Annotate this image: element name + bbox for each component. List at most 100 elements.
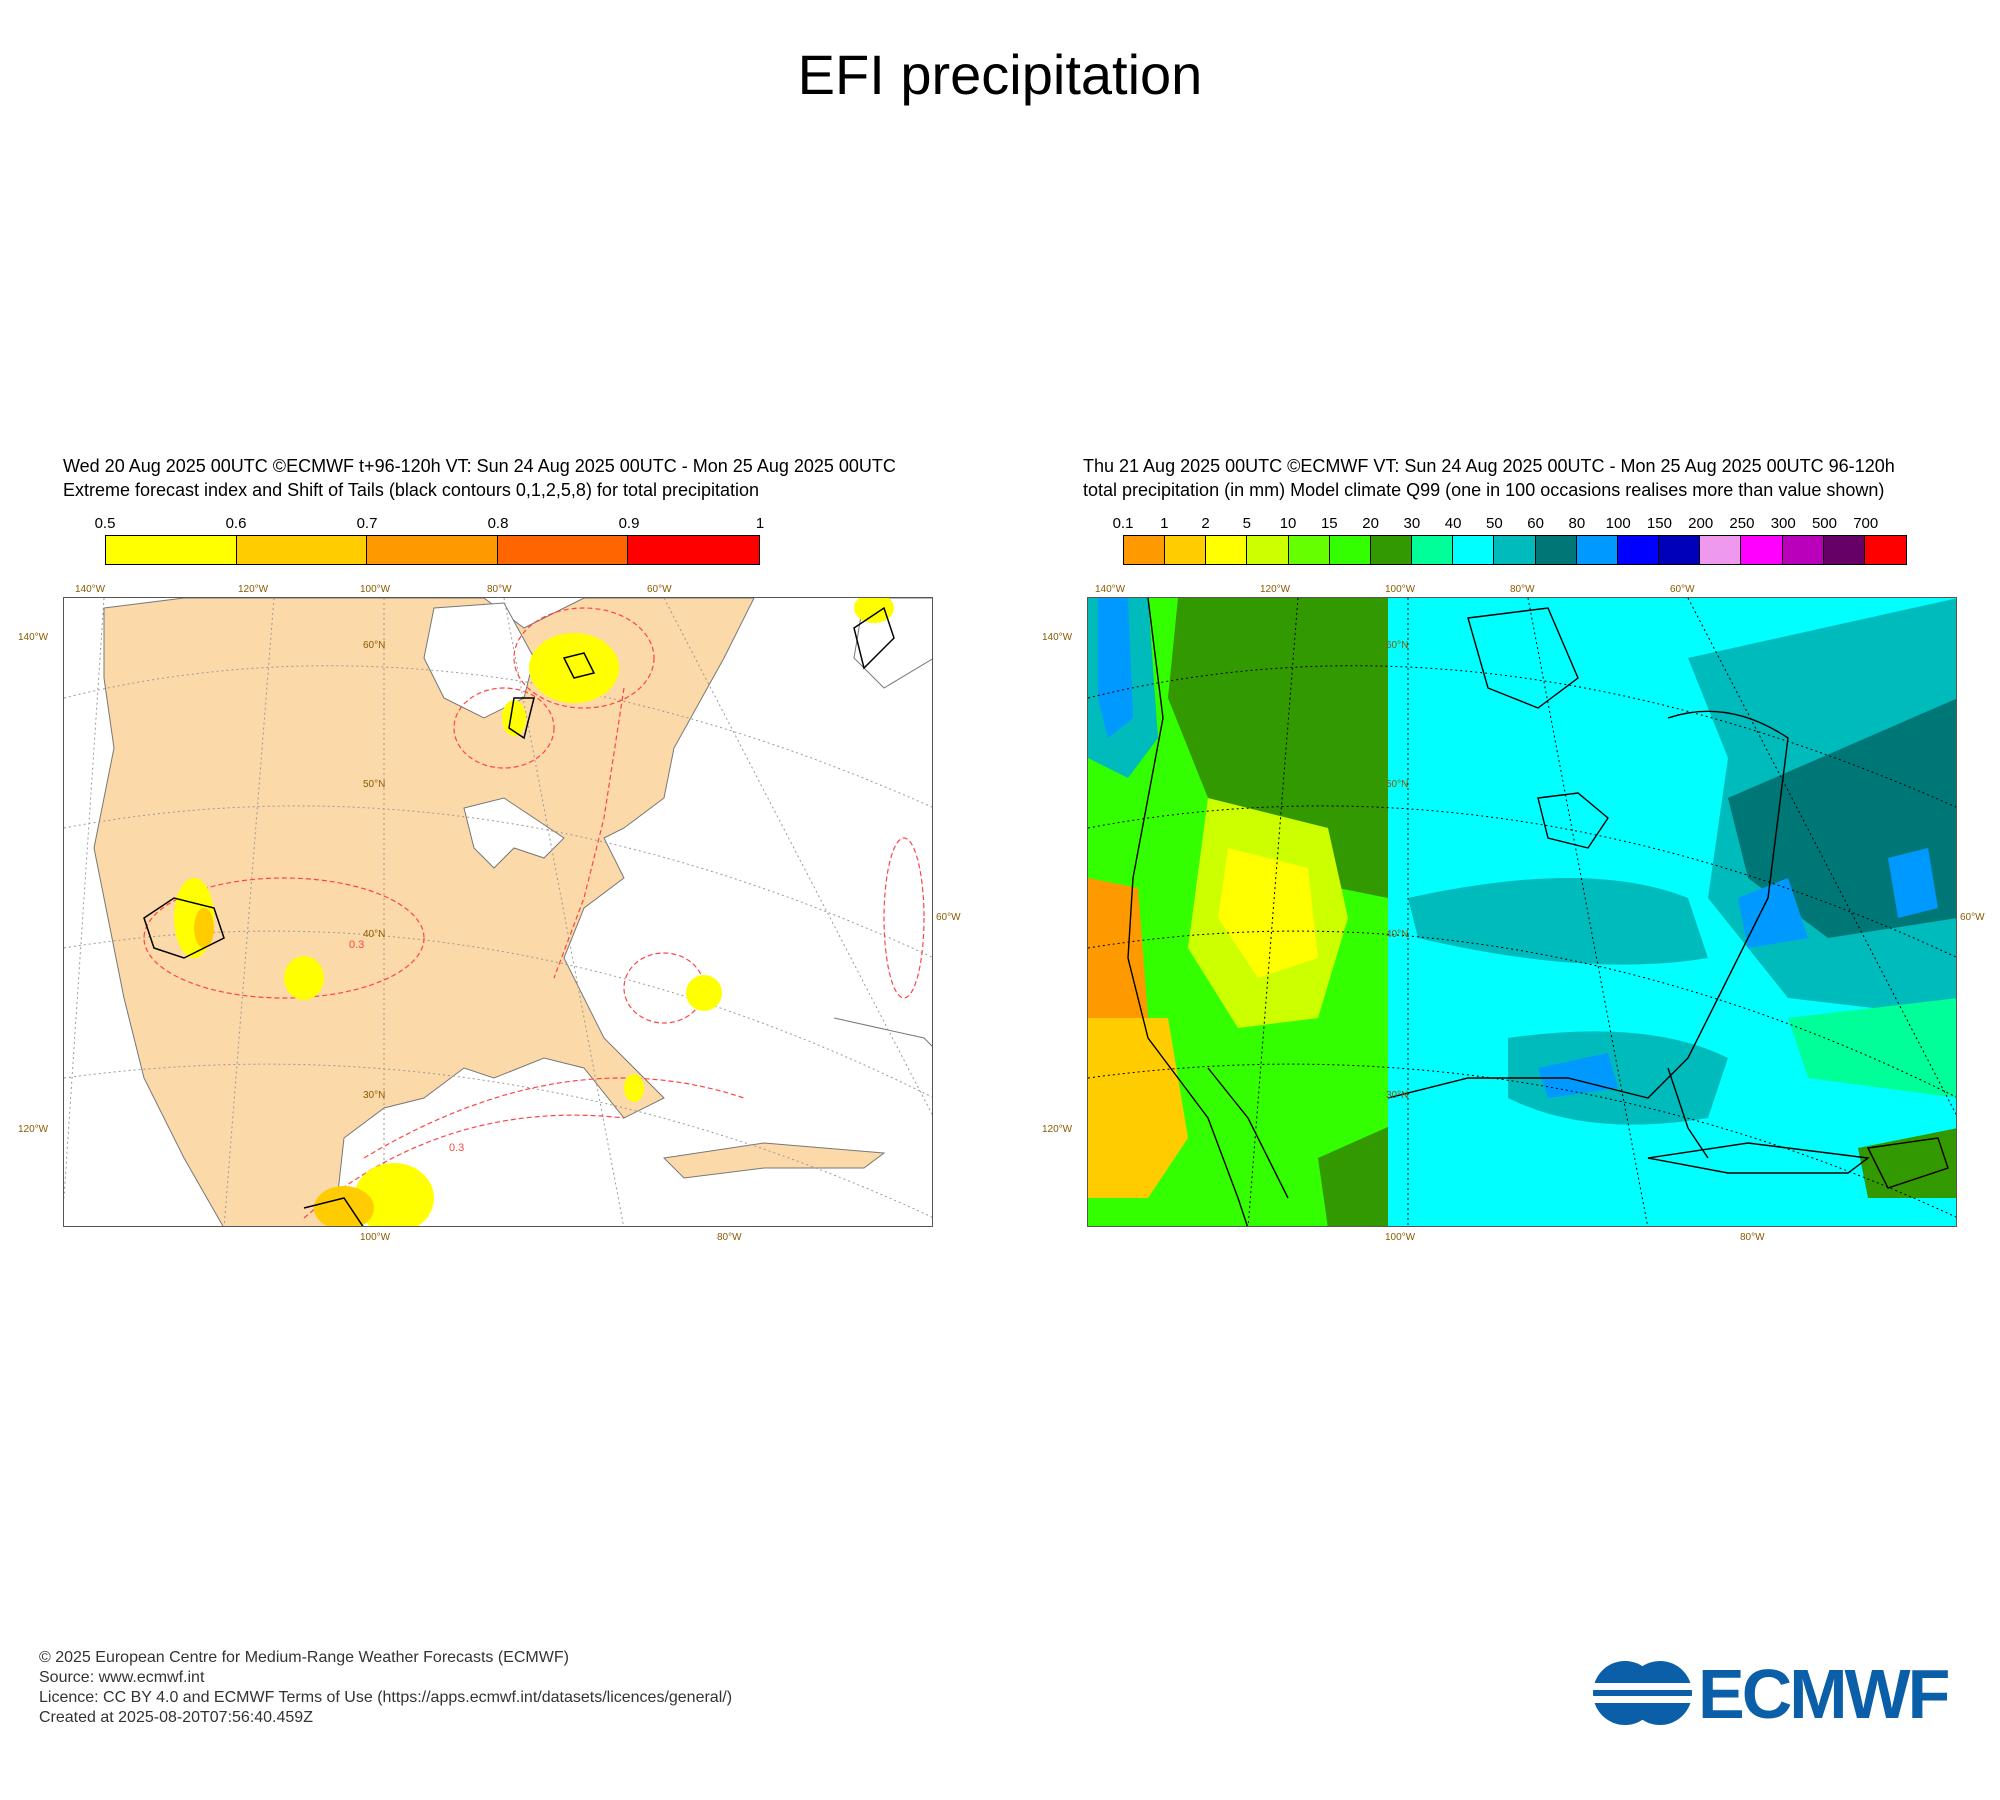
lon-top-1: 140°W (1095, 584, 1126, 595)
colorbar-tick-label: 0.5 (94, 515, 116, 532)
ecmwf-logo-text: ECMWF (1698, 1658, 1949, 1728)
colorbar-tick-label: 250 (1729, 515, 1755, 532)
q99-header-line2: total precipitation (in mm) Model climat… (1083, 480, 1885, 500)
copyright-text: © 2025 European Centre for Medium-Range … (39, 1649, 569, 1666)
colorbar-swatch (1823, 536, 1865, 564)
lon-top-5: 60°W (1670, 584, 1695, 595)
colorbar-swatch (1617, 536, 1660, 564)
lat-2: 50°N (1386, 779, 1409, 790)
lon-bottom-1: 100°W (1385, 1232, 1416, 1243)
svg-text:0.3: 0.3 (449, 1142, 464, 1154)
cuba (662, 1142, 886, 1179)
lon-top-2: 120°W (1260, 584, 1291, 595)
lon-top-2: 120°W (238, 584, 269, 595)
page-title: EFI precipitation (797, 43, 1203, 106)
colorbar-tick-label: 300 (1770, 515, 1796, 532)
colorbar-tick-label: 60 (1527, 515, 1544, 532)
lon-top-5: 60°W (647, 584, 672, 595)
lon-bottom-2: 80°W (1740, 1232, 1765, 1243)
lat-1: 60°N (1386, 640, 1409, 651)
colorbar-swatch (367, 536, 498, 564)
colorbar-tick-label: 10 (1279, 515, 1297, 532)
colorbar-swatch (1782, 536, 1824, 564)
colorbar-tick-label: 200 (1688, 515, 1714, 532)
colorbar-swatch (106, 536, 237, 564)
colorbar-tick-label: 15 (1320, 515, 1338, 532)
source-text: Source: www.ecmwf.int (39, 1669, 205, 1686)
colorbar-swatch (1741, 536, 1783, 564)
lon-left-1: 140°W (18, 632, 49, 643)
land-north-america (93, 598, 755, 1226)
colorbar-swatch (1288, 536, 1330, 564)
colorbar-swatch (1864, 536, 1906, 564)
colorbar-tick-label: 2 (1201, 515, 1210, 532)
colorbar-tick-label: 5 (1242, 515, 1251, 532)
colorbar-swatch (1165, 536, 1207, 564)
efi-header-line2: Extreme forecast index and Shift of Tail… (63, 480, 760, 500)
colorbar-tick-label: 40 (1444, 515, 1462, 532)
colorbar-swatch (1329, 536, 1371, 564)
colorbar-tick-label: 0.7 (356, 515, 378, 532)
svg-text:0.3: 0.3 (349, 939, 364, 951)
colorbar-swatch (236, 536, 368, 564)
lon-right-1: 60°W (936, 912, 961, 923)
great-lakes (463, 797, 565, 869)
lon-bottom-2: 80°W (717, 1232, 742, 1243)
q99-map (1087, 597, 1957, 1227)
efi-colorbar (105, 535, 760, 565)
lat-1: 60°N (363, 640, 386, 651)
lat-4: 30°N (363, 1090, 386, 1101)
created-text: Created at 2025-08-20T07:56:40.459Z (39, 1709, 313, 1726)
colorbar-tick-label: 500 (1811, 515, 1837, 532)
colorbar-tick-label: 20 (1362, 515, 1379, 532)
colorbar-swatch (1370, 536, 1413, 564)
precip-q99-panel: Thu 21 Aug 2025 00UTC ©ECMWF VT: Sun 24 … (1042, 452, 2000, 1252)
lat-3: 40°N (363, 929, 386, 940)
colorbar-tick-label: 700 (1853, 515, 1879, 532)
lon-bottom-1: 100°W (360, 1232, 391, 1243)
colorbar-tick-label: 30 (1403, 515, 1421, 532)
colorbar-swatch (1576, 536, 1618, 564)
footer-credits: © 2025 European Centre for Medium-Range … (39, 1648, 732, 1728)
colorbar-swatch (1247, 536, 1289, 564)
lat-2: 50°N (363, 779, 386, 790)
efi-map: 0.3 0.3 (63, 597, 933, 1227)
hudson-bay (423, 602, 535, 719)
colorbar-swatch (628, 536, 759, 564)
colorbar-swatch (1535, 536, 1577, 564)
colorbar-swatch (1412, 536, 1454, 564)
lon-left-2: 120°W (18, 1124, 49, 1135)
colorbar-tick-label: 0.8 (487, 515, 509, 532)
lon-top-3: 100°W (360, 584, 391, 595)
colorbar-tick-label: 1 (1160, 515, 1169, 532)
colorbar-swatch (1659, 536, 1701, 564)
ecmwf-logo: ECMWF (1590, 1655, 1970, 1733)
licence-text: Licence: CC BY 4.0 and ECMWF Terms of Us… (39, 1689, 733, 1706)
colorbar-tick-label: 1 (755, 515, 765, 532)
lon-left-1: 140°W (1042, 632, 1073, 643)
lon-top-3: 100°W (1385, 584, 1416, 595)
lon-top-4: 80°W (487, 584, 512, 595)
lon-top-1: 140°W (75, 584, 106, 595)
colorbar-swatch (1206, 536, 1248, 564)
colorbar-swatch (1453, 536, 1495, 564)
colorbar-swatch (497, 536, 629, 564)
colorbar-swatch (1494, 536, 1536, 564)
ecmwf-logo-mark-icon (1592, 1661, 1692, 1725)
lon-left-2: 120°W (1042, 1124, 1073, 1135)
q99-colorbar (1123, 535, 1907, 565)
colorbar-tick-label: 0.6 (225, 515, 247, 532)
lon-top-4: 80°W (1510, 584, 1535, 595)
colorbar-tick-label: 80 (1568, 515, 1586, 532)
colorbar-tick-label: 50 (1486, 515, 1503, 532)
colorbar-tick-label: 0.1 (1112, 515, 1134, 532)
lon-right-1: 60°W (1960, 912, 1985, 923)
efi-header-line1: Wed 20 Aug 2025 00UTC ©ECMWF t+96-120h V… (63, 456, 896, 476)
colorbar-swatch (1700, 536, 1742, 564)
lat-4: 30°N (1386, 1090, 1409, 1101)
colorbar-tick-label: 150 (1646, 515, 1672, 532)
colorbar-tick-label: 0.9 (618, 515, 640, 532)
lat-3: 40°N (1386, 929, 1409, 940)
colorbar-tick-label: 100 (1605, 515, 1631, 532)
q99-header-line1: Thu 21 Aug 2025 00UTC ©ECMWF VT: Sun 24 … (1083, 456, 1895, 476)
